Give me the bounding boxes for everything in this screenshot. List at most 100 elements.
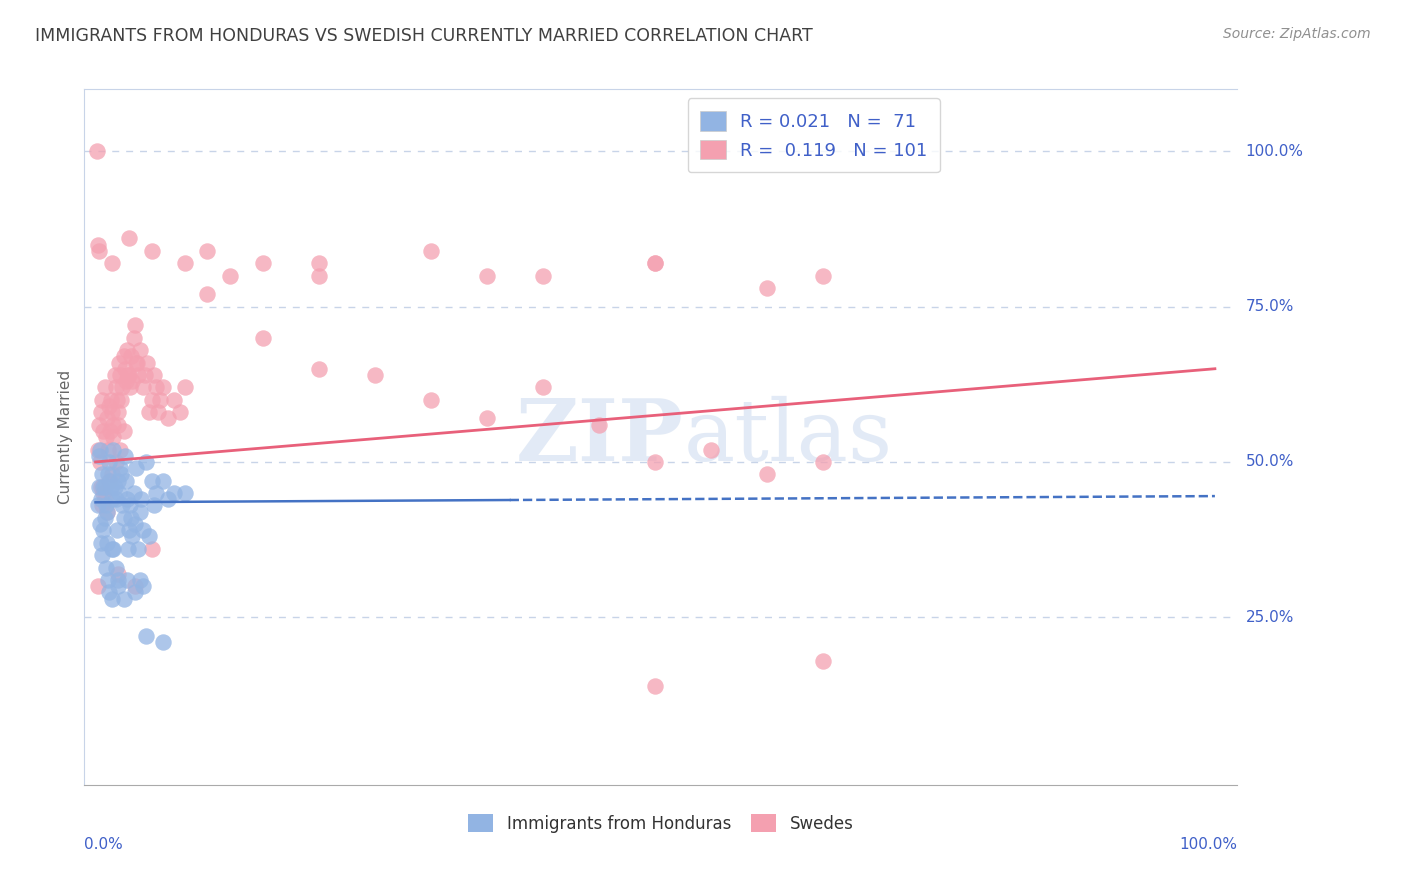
- Point: [90, 535, 112, 549]
- Point: [142, 499, 165, 513]
- Text: 100.0%: 100.0%: [1246, 144, 1303, 159]
- Point: [97, 467, 120, 482]
- Point: [124, 579, 146, 593]
- Point: [112, 349, 135, 363]
- Point: [588, 417, 610, 432]
- Point: [89, 516, 111, 531]
- Point: [756, 281, 779, 295]
- Point: [127, 368, 149, 382]
- Point: [98, 585, 121, 599]
- Point: [98, 424, 121, 438]
- Point: [644, 455, 666, 469]
- Point: [114, 361, 136, 376]
- Point: [91, 392, 114, 407]
- Point: [120, 499, 142, 513]
- Point: [420, 392, 443, 407]
- Point: [93, 511, 115, 525]
- Point: [87, 237, 110, 252]
- Point: [120, 349, 142, 363]
- Point: [135, 455, 157, 469]
- Point: [103, 417, 125, 432]
- Point: [98, 474, 121, 488]
- Point: [87, 579, 110, 593]
- Point: [115, 492, 138, 507]
- Point: [104, 455, 127, 469]
- Point: [101, 405, 124, 419]
- Point: [756, 467, 779, 482]
- Point: [197, 244, 219, 258]
- Point: [104, 492, 127, 507]
- Point: [101, 541, 124, 556]
- Point: [118, 231, 141, 245]
- Point: [94, 560, 117, 574]
- Point: [107, 405, 129, 419]
- Point: [103, 430, 125, 444]
- Point: [87, 442, 110, 457]
- Point: [107, 579, 129, 593]
- Point: [96, 505, 118, 519]
- Point: [157, 411, 180, 425]
- Point: [134, 368, 156, 382]
- Text: 100.0%: 100.0%: [1180, 837, 1237, 852]
- Point: [118, 523, 141, 537]
- Text: 25.0%: 25.0%: [1246, 610, 1294, 624]
- Point: [101, 256, 124, 270]
- Point: [125, 355, 148, 369]
- Point: [105, 523, 128, 537]
- Point: [103, 541, 125, 556]
- Point: [644, 679, 666, 693]
- Point: [174, 486, 197, 500]
- Point: [163, 392, 186, 407]
- Point: [97, 573, 120, 587]
- Point: [138, 405, 160, 419]
- Point: [112, 511, 135, 525]
- Point: [308, 268, 330, 283]
- Point: [87, 499, 110, 513]
- Point: [87, 480, 110, 494]
- Point: [91, 467, 114, 482]
- Point: [101, 467, 124, 482]
- Point: [96, 535, 118, 549]
- Point: [141, 244, 163, 258]
- Point: [477, 411, 499, 425]
- Point: [87, 244, 110, 258]
- Point: [96, 411, 118, 425]
- Point: [141, 541, 163, 556]
- Point: [110, 392, 132, 407]
- Point: [118, 368, 141, 382]
- Point: [115, 573, 138, 587]
- Point: [100, 392, 122, 407]
- Legend: Immigrants from Honduras, Swedes: Immigrants from Honduras, Swedes: [458, 804, 863, 843]
- Point: [152, 635, 174, 649]
- Point: [114, 449, 136, 463]
- Point: [124, 318, 146, 333]
- Point: [811, 455, 834, 469]
- Point: [98, 474, 121, 488]
- Point: [93, 380, 115, 394]
- Point: [98, 399, 121, 413]
- Point: [531, 268, 554, 283]
- Point: [90, 492, 112, 507]
- Point: [125, 355, 148, 369]
- Point: [93, 486, 115, 500]
- Point: [141, 392, 163, 407]
- Point: [108, 461, 131, 475]
- Text: atlas: atlas: [683, 395, 893, 479]
- Point: [87, 449, 110, 463]
- Point: [110, 467, 132, 482]
- Point: [152, 474, 174, 488]
- Point: [122, 331, 145, 345]
- Point: [103, 442, 125, 457]
- Point: [91, 499, 114, 513]
- Point: [644, 256, 666, 270]
- Point: [129, 505, 152, 519]
- Point: [93, 492, 115, 507]
- Point: [107, 573, 129, 587]
- Point: [124, 585, 146, 599]
- Point: [122, 486, 145, 500]
- Point: [174, 256, 197, 270]
- Point: [101, 492, 124, 507]
- Point: [100, 480, 122, 494]
- Point: [149, 392, 172, 407]
- Point: [120, 380, 142, 394]
